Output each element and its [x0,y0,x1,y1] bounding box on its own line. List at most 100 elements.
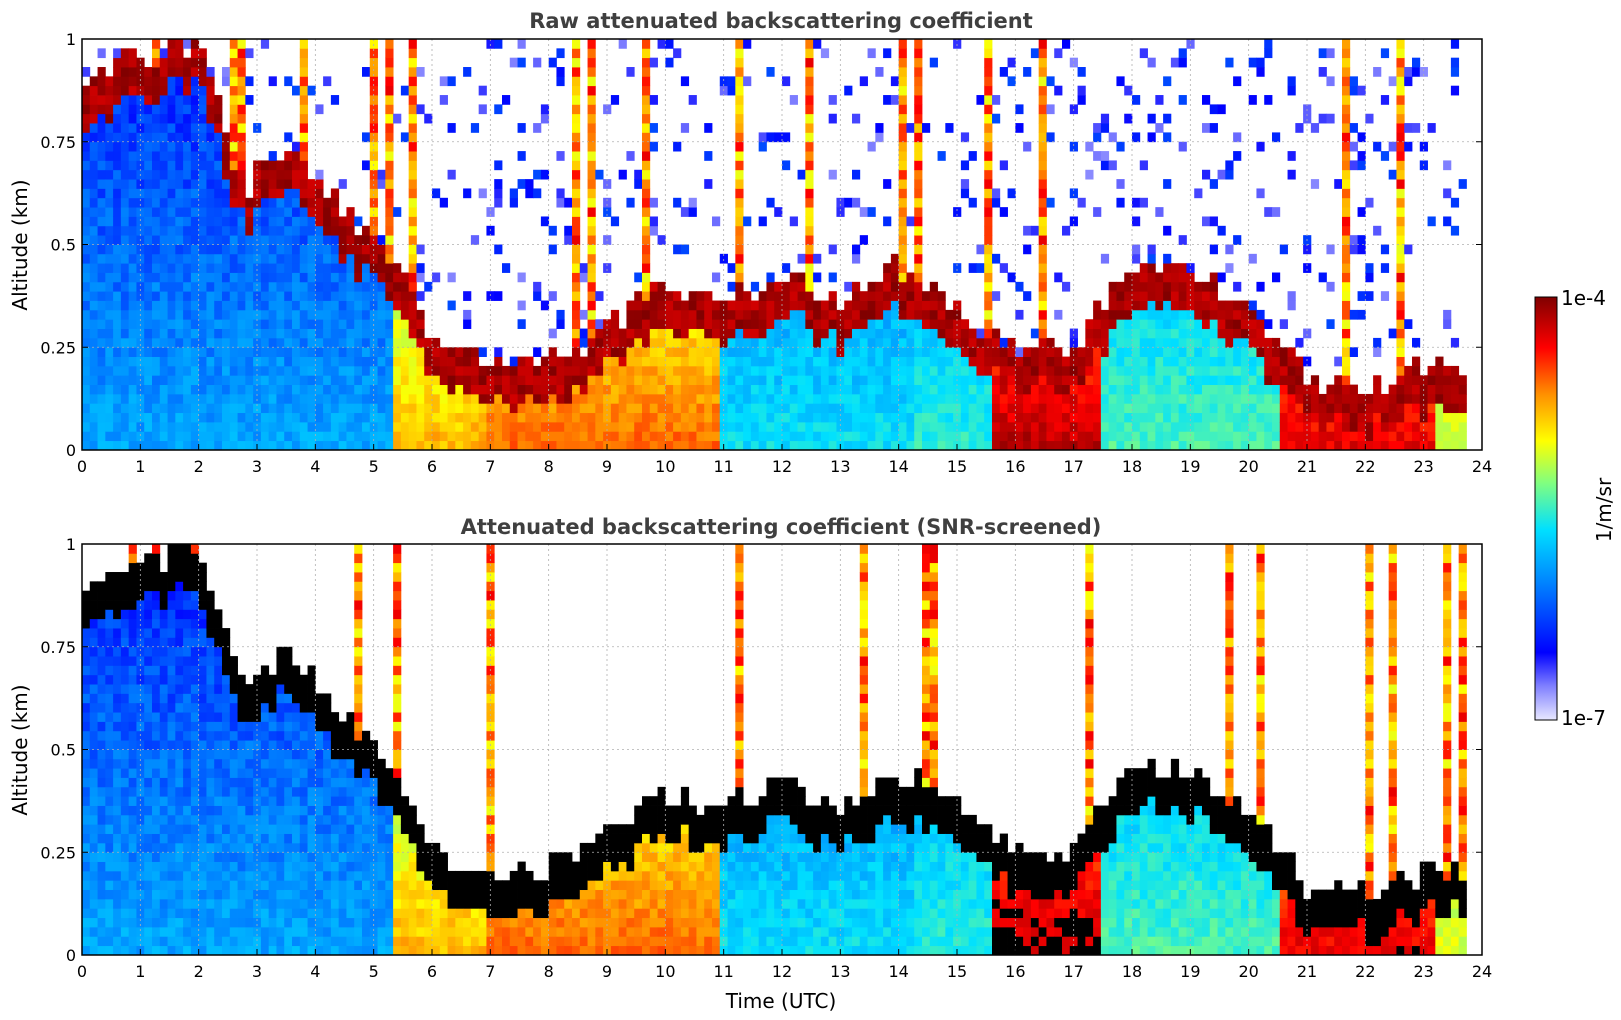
heatmap-cell [198,197,207,208]
heatmap-cell [385,244,394,255]
heatmap-cell [1240,337,1250,348]
heatmap-cell [89,85,98,96]
heatmap-cell [1163,356,1172,367]
heatmap-cell [1334,375,1343,386]
heatmap-cell [214,253,223,264]
bottom-panel: 0 1 2 3 4 5 6 7 8 9 10 11 12 13 14 15 16 17 18 19 20 21 22 23 24… [8,535,1492,1013]
heatmap-cell [805,48,814,59]
heatmap-cell [1108,160,1117,171]
heatmap-cell [105,898,114,909]
heatmap-cell [486,39,495,49]
heatmap-cell [128,328,137,339]
heatmap-cell [136,281,145,292]
heatmap-cell [416,347,425,357]
heatmap-cell [1202,169,1211,180]
heatmap-cell [1396,57,1405,68]
heatmap-cell [852,169,861,180]
heatmap-cell [782,347,791,357]
heatmap-cell [929,57,938,68]
heatmap-cell [1124,337,1133,348]
heatmap-cell [299,347,308,357]
heatmap-cell [828,244,837,255]
heatmap-cell [914,347,923,357]
heatmap-cell [330,235,340,245]
heatmap-cell [307,281,316,292]
heatmap-cell [1209,375,1218,386]
heatmap-cell [929,403,938,414]
heatmap-cell [494,440,503,451]
heatmap-cell [960,132,970,143]
heatmap-cell [144,600,153,610]
heatmap-cell [113,898,122,909]
heatmap-cell [1132,216,1141,227]
heatmap-cell [1132,253,1141,264]
heatmap-cell [478,375,487,386]
heatmap-cell [354,421,363,432]
heatmap-cell [572,263,581,273]
heatmap-cell [206,141,215,152]
heatmap-cell [618,403,627,414]
heatmap-cell [144,562,153,573]
heatmap-cell [1100,393,1110,404]
heatmap-cell [408,244,417,255]
heatmap-cell [984,95,993,105]
heatmap-cell [338,253,347,264]
heatmap-cell [152,225,161,236]
heatmap-cell [1194,281,1203,292]
heatmap-cell [377,421,386,432]
heatmap-cell [579,431,588,442]
heatmap-cell [439,365,448,376]
heatmap-cell [525,412,534,423]
heatmap-cell [144,179,153,189]
heatmap-cell [914,169,923,180]
heatmap-cell [190,581,200,592]
heatmap-cell [992,197,1001,208]
heatmap-cell [152,618,161,629]
heatmap-cell [704,179,713,189]
heatmap-cell [198,104,207,115]
heatmap-cell [789,216,798,227]
heatmap-cell [183,852,192,862]
heatmap-cell [292,384,301,395]
heatmap-cell [330,440,340,451]
heatmap-cell [346,431,355,442]
x-tick-label: 0 [77,457,87,476]
heatmap-cell [330,421,340,432]
heatmap-cell [245,253,254,264]
heatmap-cell [1225,337,1234,348]
heatmap-cell [276,216,285,227]
heatmap-cell [89,618,98,629]
heatmap-cell [393,272,402,283]
heatmap-cell [1310,412,1320,423]
heatmap-cell [727,403,736,414]
heatmap-cell [1178,431,1187,442]
heatmap-cell [159,95,168,105]
heatmap-cell [120,777,130,788]
heatmap-cell [813,365,822,376]
heatmap-cell [167,272,176,283]
heatmap-cell [128,113,137,124]
heatmap-cell [1272,393,1281,404]
heatmap-cell [805,141,814,152]
heatmap-cell [890,403,900,414]
heatmap-cell [97,702,106,713]
heatmap-cell [634,393,643,404]
heatmap-cell [820,319,830,329]
heatmap-cell [1342,272,1351,283]
heatmap-cell [82,852,91,862]
heatmap-cell [727,300,736,311]
heatmap-cell [688,421,697,432]
heatmap-cell [820,431,830,442]
heatmap-cell [719,253,728,264]
heatmap-cell [237,337,246,348]
heatmap-cell [517,412,526,423]
heatmap-cell [120,768,130,778]
heatmap-cell [229,123,238,133]
heatmap-cell [1458,412,1467,423]
heatmap-cell [572,179,581,189]
heatmap-cell [976,403,985,414]
heatmap-cell [190,786,200,797]
heatmap-cell [369,421,378,432]
heatmap-cell [393,281,402,292]
heatmap-cell [369,412,378,423]
